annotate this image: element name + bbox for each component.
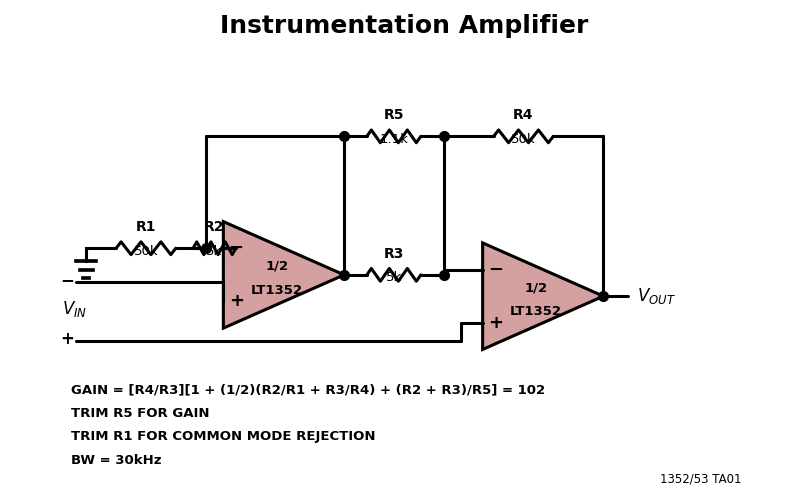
Text: $V_{OUT}$: $V_{OUT}$	[637, 286, 676, 306]
Text: TRIM R5 FOR GAIN: TRIM R5 FOR GAIN	[70, 407, 210, 420]
Text: 50k: 50k	[511, 133, 536, 146]
Text: −: −	[488, 260, 503, 278]
Text: +: +	[60, 330, 74, 348]
Text: +: +	[488, 314, 503, 332]
Text: LT1352: LT1352	[510, 306, 562, 318]
Text: TRIM R1 FOR COMMON MODE REJECTION: TRIM R1 FOR COMMON MODE REJECTION	[70, 430, 375, 444]
Text: 5k: 5k	[206, 244, 222, 258]
Text: $V_{IN}$: $V_{IN}$	[62, 298, 87, 318]
Text: R4: R4	[513, 108, 534, 122]
Text: R1: R1	[136, 220, 156, 234]
Text: 5k: 5k	[386, 272, 402, 284]
Text: R2: R2	[204, 220, 225, 234]
Text: LT1352: LT1352	[251, 284, 303, 297]
Text: 1/2: 1/2	[524, 281, 548, 294]
Polygon shape	[223, 222, 344, 328]
Text: BW = 30kHz: BW = 30kHz	[70, 454, 161, 467]
Text: R3: R3	[383, 246, 404, 260]
Text: 50k: 50k	[133, 244, 159, 258]
Polygon shape	[483, 243, 604, 350]
Text: R5: R5	[383, 108, 404, 122]
Text: 1352/53 TA01: 1352/53 TA01	[660, 473, 742, 486]
Text: GAIN = [R4/R3][1 + (1/2)(R2/R1 + R3/R4) + (R2 + R3)/R5] = 102: GAIN = [R4/R3][1 + (1/2)(R2/R1 + R3/R4) …	[70, 384, 544, 396]
Text: −: −	[60, 271, 74, 289]
Text: Instrumentation Amplifier: Instrumentation Amplifier	[220, 14, 589, 38]
Text: 1/2: 1/2	[265, 260, 288, 273]
Text: +: +	[229, 292, 244, 310]
Text: −: −	[229, 239, 244, 257]
Text: 1.1k: 1.1k	[379, 133, 409, 146]
